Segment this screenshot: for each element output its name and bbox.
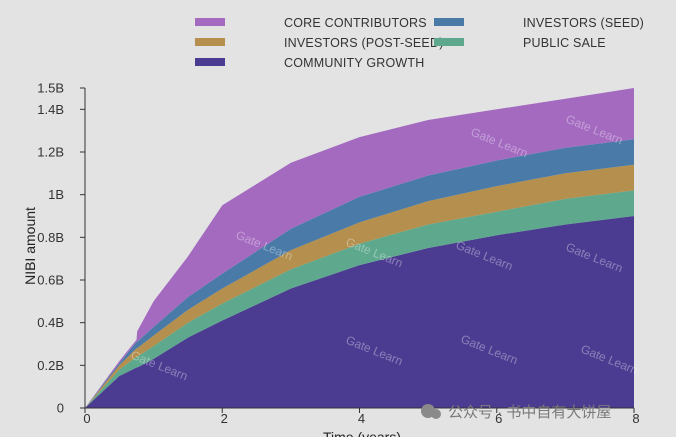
legend-label-investors-seed: INVESTORS (SEED) <box>523 16 644 30</box>
area-series-group <box>85 88 634 408</box>
y-axis-title: NIBI amount <box>22 207 38 285</box>
area-public-sale <box>85 190 634 408</box>
legend-swatch-public-sale <box>434 38 464 46</box>
y-tick-label: 0.4B <box>37 315 64 330</box>
x-axis-title: Time (years) <box>323 429 401 437</box>
legend-swatch-investors-seed <box>434 18 464 26</box>
y-tick-label: 1B <box>48 187 64 202</box>
y-tick-label: 0.2B <box>37 358 64 373</box>
axes-group: 0 0.2B 0.4B 0.6B 0.8B 1B 1.2B 1.4B 1.5B 0 2 4 6 8 <box>37 81 639 427</box>
legend-label-investors-post-seed: INVESTORS (POST-SEED) <box>284 36 444 50</box>
area-core-contributors <box>85 88 634 408</box>
footer-watermark-text: 公众号 · 书中自有大饼屋 <box>448 404 611 421</box>
area-investors-seed <box>85 139 634 408</box>
y-tick-label: 0.8B <box>37 230 64 245</box>
legend-label-community-growth: COMMUNITY GROWTH <box>284 56 424 70</box>
legend: CORE CONTRIBUTORS INVESTORS (SEED) INVESTO… <box>195 16 644 70</box>
y-tick-label: 1.5B <box>37 81 64 96</box>
legend-swatch-core-contributors <box>195 18 225 26</box>
x-tick-label: 2 <box>221 411 228 426</box>
x-tick-label: 0 <box>83 411 90 426</box>
footer-watermark: 公众号 · 书中自有大饼屋 <box>421 404 611 421</box>
x-tick-label: 8 <box>632 411 639 426</box>
legend-swatch-community-growth <box>195 58 225 66</box>
y-tick-label: 1.4B <box>37 102 64 117</box>
y-tick-label: 0 <box>57 401 64 416</box>
legend-swatch-investors-post-seed <box>195 38 225 46</box>
legend-label-public-sale: PUBLIC SALE <box>523 36 606 50</box>
x-tick-label: 4 <box>358 411 365 426</box>
area-investors-post-seed <box>85 164 634 408</box>
legend-label-core-contributors: CORE CONTRIBUTORS <box>284 16 427 30</box>
y-tick-label: 0.6B <box>37 273 64 288</box>
x-tick-label: 6 <box>495 411 502 426</box>
wechat-icon-secondary <box>431 409 441 419</box>
y-tick-label: 1.2B <box>37 145 64 160</box>
area-community-growth <box>85 216 634 408</box>
